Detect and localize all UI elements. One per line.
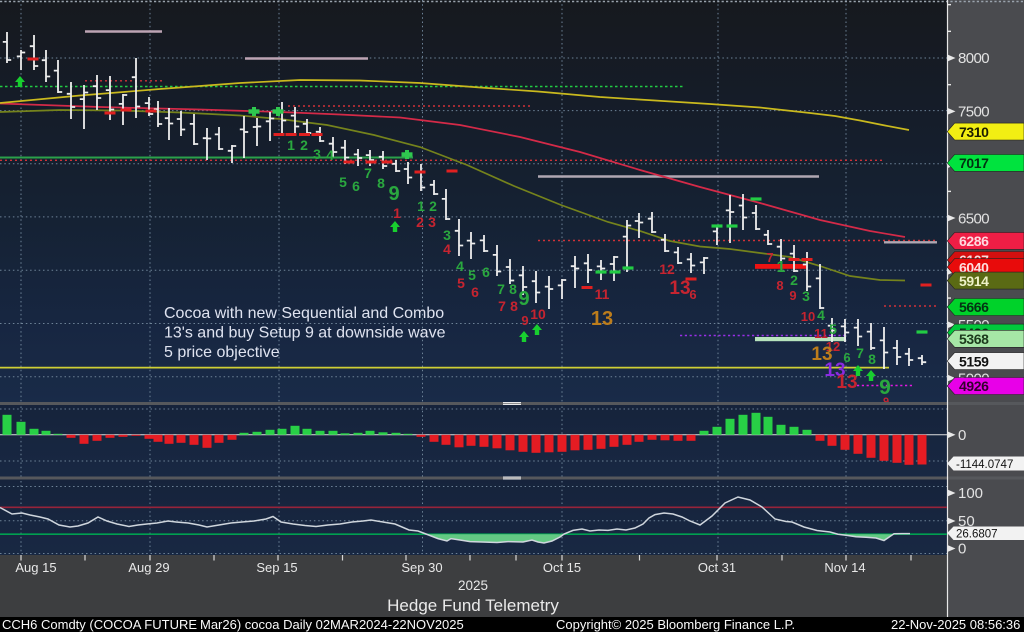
svg-text:9: 9: [789, 288, 796, 303]
svg-text:8: 8: [377, 175, 385, 191]
svg-text:Oct 15: Oct 15: [543, 560, 581, 575]
svg-text:1: 1: [287, 137, 295, 153]
svg-text:7: 7: [856, 345, 864, 361]
svg-text:4: 4: [326, 147, 334, 163]
svg-text:7500: 7500: [958, 104, 989, 121]
svg-text:6: 6: [352, 178, 360, 194]
svg-text:11: 11: [814, 326, 828, 341]
svg-text:8: 8: [510, 298, 518, 314]
svg-text:-1144.0747: -1144.0747: [956, 459, 1013, 471]
svg-text:4: 4: [456, 258, 464, 274]
svg-text:13: 13: [669, 278, 690, 299]
svg-text:2: 2: [300, 137, 308, 153]
svg-text:5: 5: [468, 267, 476, 283]
svg-text:9: 9: [521, 313, 528, 328]
svg-text:50: 50: [958, 513, 975, 530]
svg-text:5159: 5159: [959, 353, 989, 369]
svg-text:6286: 6286: [959, 233, 989, 249]
svg-text:5 price objective: 5 price objective: [164, 344, 280, 361]
svg-text:6: 6: [689, 287, 696, 302]
svg-text:3: 3: [802, 288, 810, 304]
svg-text:CCH6 Comdty (COCOA FUTURE: CCH6 Comdty (COCOA FUTURE: [2, 617, 197, 632]
svg-text:13: 13: [591, 308, 613, 330]
svg-text:2: 2: [429, 198, 437, 214]
svg-text:12: 12: [659, 261, 675, 277]
svg-text:13's and buy Setup 9 at downsi: 13's and buy Setup 9 at downside wave: [164, 325, 446, 342]
svg-text:5368: 5368: [959, 331, 989, 347]
svg-text:0: 0: [958, 427, 966, 444]
svg-text:100: 100: [958, 485, 983, 502]
svg-text:9: 9: [518, 288, 529, 310]
svg-text:5914: 5914: [959, 273, 989, 289]
svg-text:12: 12: [826, 339, 840, 354]
svg-text:Sep 15: Sep 15: [256, 560, 297, 575]
svg-text:Hedge Fund Telemetry: Hedge Fund Telemetry: [387, 596, 559, 615]
svg-text:5: 5: [339, 174, 347, 190]
svg-text:2: 2: [790, 272, 798, 288]
svg-text:2025: 2025: [458, 578, 488, 593]
svg-text:7310: 7310: [959, 124, 989, 140]
svg-text:9: 9: [388, 183, 399, 205]
svg-text:Sep 30: Sep 30: [401, 560, 442, 575]
svg-text:22-Nov-2025 08:56:36: 22-Nov-2025 08:56:36: [891, 617, 1020, 632]
svg-text:7: 7: [497, 281, 505, 297]
svg-text:8000: 8000: [958, 50, 989, 67]
svg-text:8: 8: [868, 351, 876, 367]
svg-text:10: 10: [530, 306, 546, 322]
svg-text:2: 2: [416, 214, 424, 230]
svg-text:Mar26) cocoa Daily 02MAR2024-2: Mar26) cocoa Daily 02MAR2024-22NOV2025: [200, 617, 464, 632]
svg-text:6500: 6500: [958, 210, 989, 227]
svg-text:13: 13: [824, 360, 845, 381]
svg-text:5: 5: [829, 321, 837, 337]
svg-text:6: 6: [843, 350, 850, 365]
svg-text:3: 3: [313, 146, 321, 162]
svg-text:Copyright© 2025 Bloomberg Fina: Copyright© 2025 Bloomberg Finance L.P.: [556, 617, 795, 632]
svg-text:4: 4: [443, 241, 451, 257]
svg-text:8: 8: [776, 278, 783, 293]
svg-text:Aug 29: Aug 29: [128, 560, 169, 575]
svg-text:9: 9: [879, 376, 891, 399]
svg-text:3: 3: [443, 227, 451, 243]
svg-text:Cocoa with new Sequential and: Cocoa with new Sequential and Combo: [164, 305, 444, 322]
svg-text:4926: 4926: [959, 378, 989, 394]
svg-text:6: 6: [482, 264, 490, 280]
svg-text:7017: 7017: [959, 155, 989, 171]
svg-text:Oct 31: Oct 31: [698, 560, 736, 575]
svg-text:3: 3: [428, 214, 436, 230]
svg-text:4: 4: [817, 307, 825, 323]
svg-text:8: 8: [509, 281, 517, 297]
svg-text:6: 6: [471, 284, 479, 300]
svg-text:Nov 14: Nov 14: [824, 560, 865, 575]
svg-text:5: 5: [457, 275, 465, 291]
svg-text:6040: 6040: [959, 259, 989, 275]
svg-text:13: 13: [836, 372, 857, 393]
svg-text:26.6807: 26.6807: [956, 529, 998, 541]
svg-text:7: 7: [766, 250, 773, 265]
svg-text:5666: 5666: [959, 299, 989, 315]
svg-text:7: 7: [364, 165, 372, 181]
svg-text:7: 7: [498, 298, 506, 314]
svg-text:0: 0: [958, 541, 966, 558]
svg-text:1: 1: [417, 198, 425, 214]
svg-text:13: 13: [811, 344, 832, 365]
svg-text:1: 1: [777, 259, 786, 276]
svg-text:10: 10: [801, 309, 815, 324]
svg-text:11: 11: [595, 286, 610, 302]
svg-text:1: 1: [393, 205, 401, 221]
svg-text:Aug 15: Aug 15: [15, 560, 56, 575]
